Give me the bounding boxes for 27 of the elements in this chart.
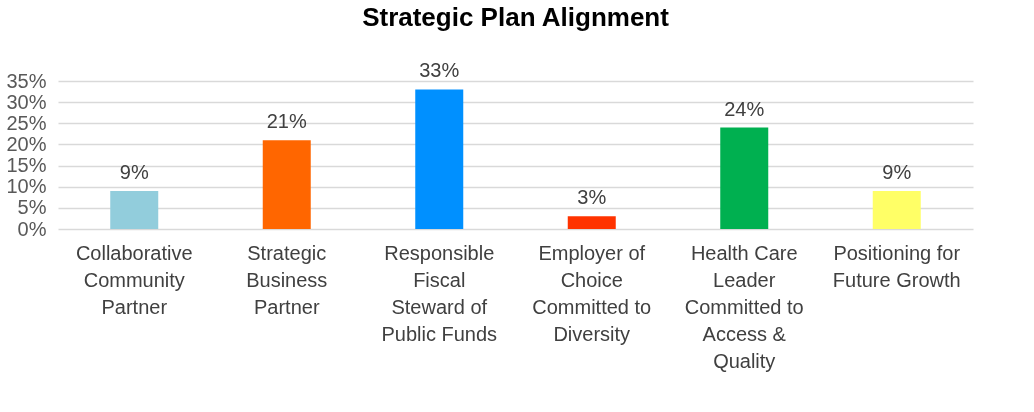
data-label: 33% (419, 59, 460, 82)
y-tick-label: 35% (6, 69, 47, 92)
data-label: 3% (577, 186, 607, 209)
x-tick-label: Positioning for Future Growth (832, 241, 961, 291)
bar (110, 190, 159, 229)
data-label: 24% (724, 97, 765, 120)
x-tick-label: Employer of Choice Committed to Diversity (532, 241, 652, 345)
x-tick-label: Collaborative Community Partner (75, 241, 193, 318)
x-tick-label: Health Care Leader Committed to Access & Quality (684, 241, 804, 372)
bar (872, 190, 921, 229)
chart-title: Strategic Plan Alignment (362, 2, 670, 33)
y-tick-label: 25% (6, 111, 47, 134)
bar (262, 140, 311, 229)
x-tick-label: Responsible Fiscal Steward of Public Funds (381, 241, 498, 345)
y-tick-label: 20% (6, 132, 47, 155)
y-tick-label: 15% (6, 154, 47, 177)
y-tick-label: 30% (6, 90, 47, 113)
bar (567, 216, 616, 229)
data-label: 9% (882, 160, 912, 183)
y-tick-label: 0% (17, 217, 47, 240)
data-label: 9% (119, 160, 149, 183)
y-tick-label: 10% (6, 175, 47, 198)
data-label: 21% (266, 110, 307, 133)
bar (720, 127, 769, 229)
bar (415, 89, 464, 229)
x-tick-label: Strategic Business Partner (246, 241, 328, 318)
y-tick-label: 5% (17, 196, 47, 219)
